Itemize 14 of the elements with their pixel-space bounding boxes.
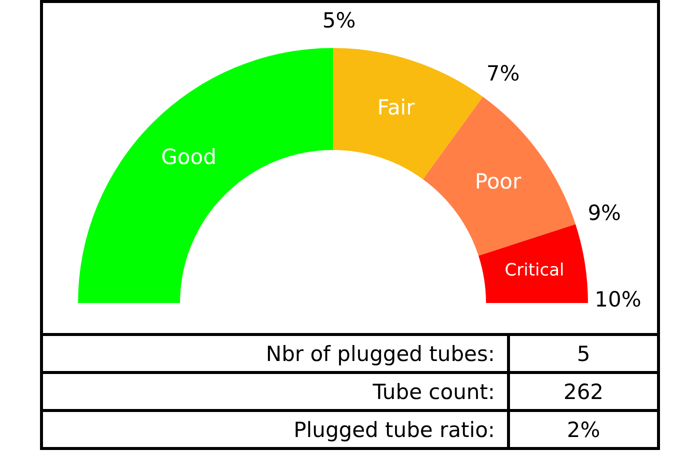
text: Tube count:: [43, 372, 508, 411]
slice-label: Poor: [474, 170, 522, 194]
text: 9%: [588, 201, 622, 226]
text: 262: [508, 372, 657, 411]
text: 10%: [594, 287, 642, 312]
text: 5%: [322, 8, 356, 32]
text: Nbr of plugged tubes:: [43, 334, 508, 373]
slice-label: Critical: [504, 260, 564, 281]
slice-label: Fair: [377, 95, 416, 120]
slice-label: Good: [161, 145, 216, 170]
text: Plugged tube ratio:: [43, 410, 508, 447]
text: 2%: [508, 410, 657, 447]
text: 7%: [486, 62, 520, 86]
text: 5: [508, 334, 657, 373]
